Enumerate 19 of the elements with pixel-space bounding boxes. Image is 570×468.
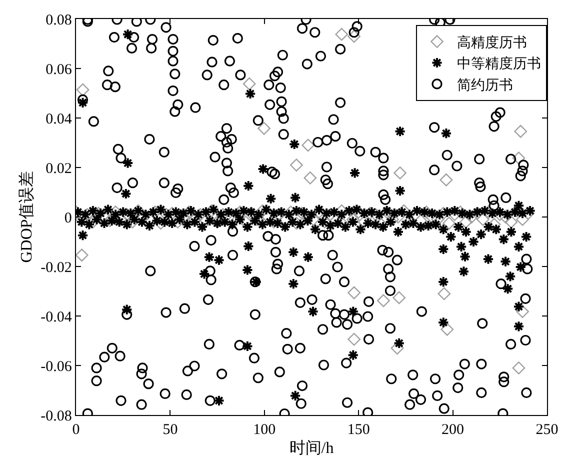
x-tick-label: 100 <box>253 422 276 438</box>
y-axis-title: GDOP值误差 <box>18 171 36 263</box>
x-tick-label: 150 <box>347 422 370 438</box>
y-tick-label: 0.04 <box>46 111 72 128</box>
legend-label: 高精度历书 <box>457 35 527 51</box>
y-tick-label: -0.06 <box>40 358 72 375</box>
x-axis-title: 时间/h <box>289 438 334 457</box>
y-tick-label: 0.08 <box>46 12 72 28</box>
y-tick-label: 0 <box>64 210 72 226</box>
legend-label: 中等精度历书 <box>457 56 541 72</box>
y-tick-label: -0.04 <box>40 309 72 326</box>
y-tick-label: -0.02 <box>40 260 72 276</box>
y-tick-label: -0.08 <box>40 408 72 424</box>
x-tick-label: 250 <box>536 422 558 438</box>
x-tick-label: 200 <box>442 422 464 438</box>
x-tick-label: 50 <box>162 422 178 438</box>
y-tick-label: 0.06 <box>46 62 72 78</box>
y-tick-label: 0.02 <box>46 160 72 177</box>
legend-label: 简约历书 <box>457 77 513 94</box>
